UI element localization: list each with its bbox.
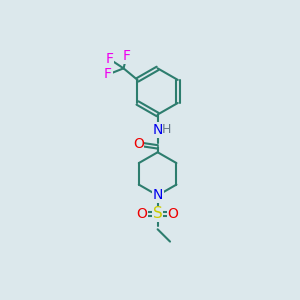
Text: O: O <box>168 207 178 221</box>
Text: N: N <box>152 188 163 203</box>
Text: H: H <box>162 123 172 136</box>
Text: O: O <box>137 207 148 221</box>
Text: N: N <box>152 123 163 137</box>
Text: S: S <box>153 206 163 221</box>
Text: F: F <box>104 68 112 82</box>
Text: F: F <box>106 52 114 66</box>
Text: O: O <box>133 137 144 151</box>
Text: F: F <box>123 49 130 63</box>
